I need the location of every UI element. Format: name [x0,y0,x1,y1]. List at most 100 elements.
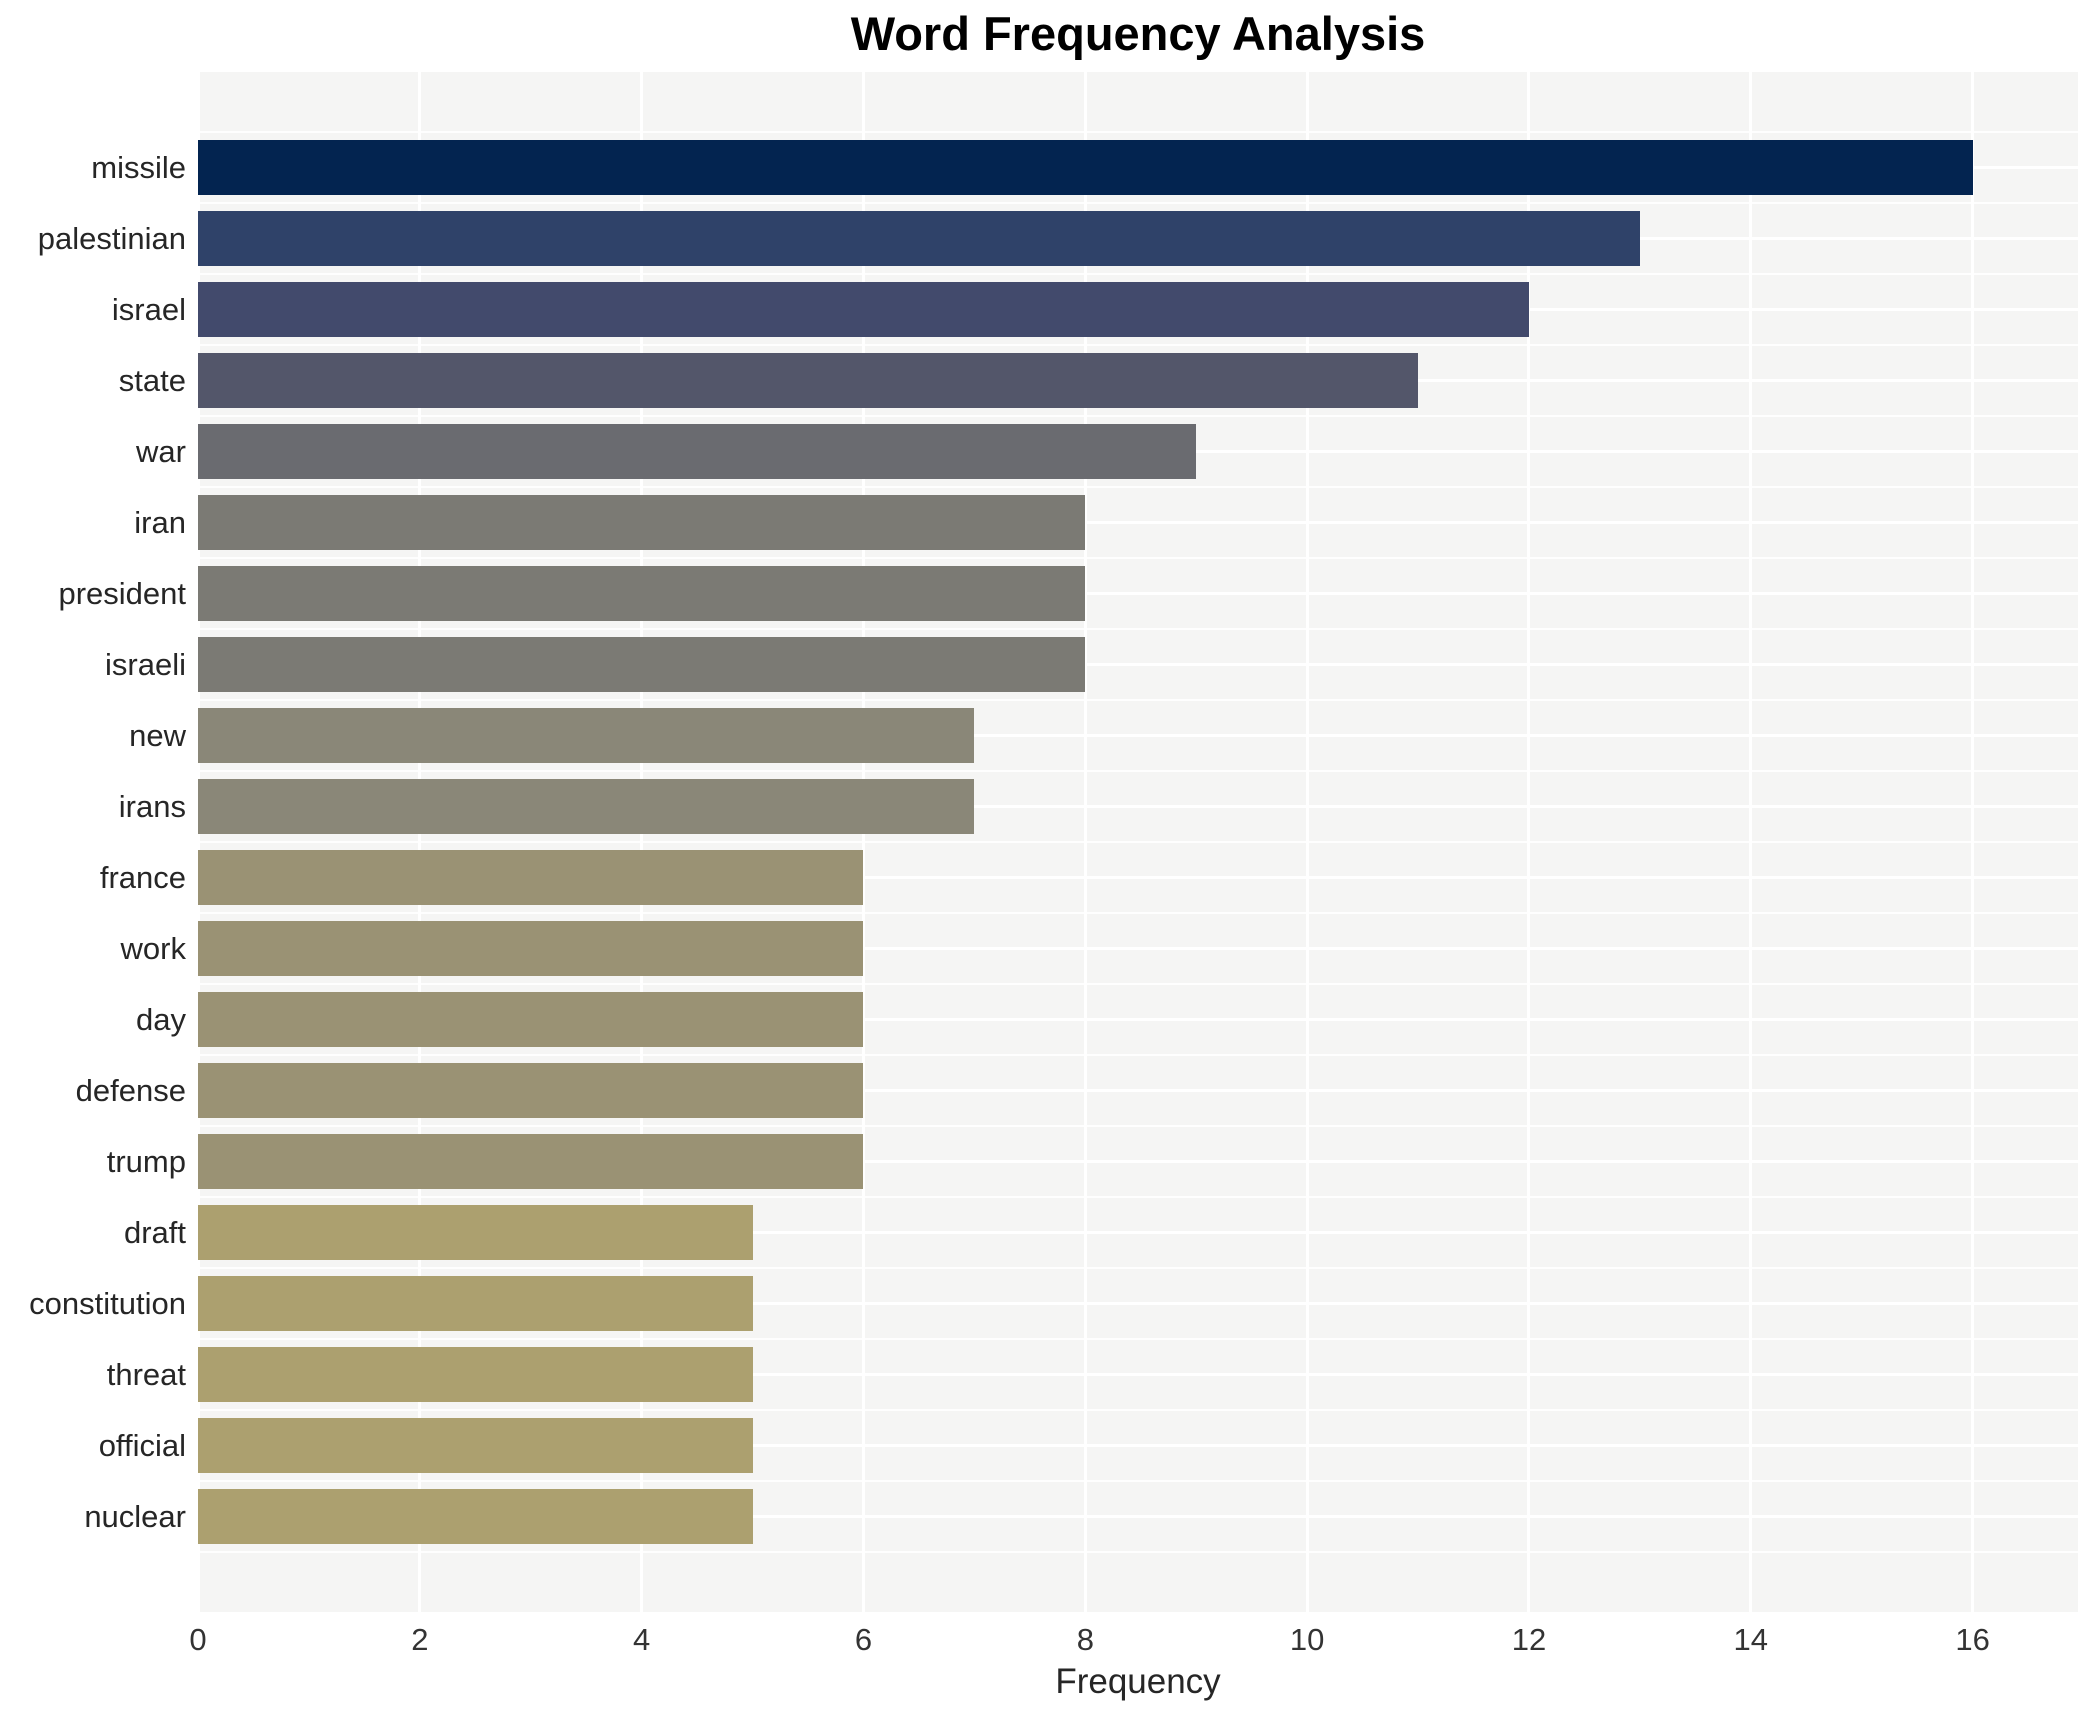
y-tick-label-new: new [129,718,186,753]
horizontal-gridline [198,1373,2078,1376]
y-tick-label-draft: draft [123,1215,186,1250]
horizontal-gridline [198,699,2078,701]
bar-row-day: day [136,984,2078,1055]
horizontal-gridline [198,947,2078,950]
horizontal-gridline [198,1480,2078,1482]
bar-official [198,1418,753,1473]
bar-threat [198,1347,753,1402]
horizontal-gridline [198,770,2078,772]
y-tick-label-official: official [98,1428,186,1463]
plot-area: missile palestinian israel state war iran pres… [29,72,2078,1612]
bar-constitution [198,1276,753,1331]
horizontal-gridline [198,1267,2078,1269]
bar-war [198,424,1197,479]
bar-draft [198,1205,753,1260]
horizontal-gridline [198,663,2078,666]
y-tick-label-israel: israel [111,292,186,327]
y-tick-label-iran: iran [134,505,186,540]
horizontal-gridline [198,841,2078,843]
bar-row-work: work [121,913,2078,984]
bar-row-france: france [100,842,2078,913]
bar-day [198,992,864,1047]
y-tick-label-trump: trump [106,1144,186,1179]
horizontal-gridline [198,131,2078,133]
bar-trump [198,1134,864,1189]
horizontal-gridline [198,344,2078,346]
y-tick-label-defense: defense [75,1073,186,1108]
bar-row-irans: irans [119,771,2078,842]
bar-row-trump: trump [107,1126,2078,1197]
horizontal-gridline [198,1089,2078,1092]
bar-defense [198,1063,864,1118]
bar-row-palestinian: palestinian [38,203,2078,274]
bar-new [198,708,975,763]
y-tick-label-nuclear: nuclear [84,1499,186,1534]
bar-france [198,850,864,905]
x-tick-label-2: 2 [411,1622,429,1657]
horizontal-gridline [198,1302,2078,1305]
horizontal-gridline [198,415,2078,417]
y-tick-label-constitution: constitution [29,1286,186,1321]
horizontal-gridline [198,876,2078,879]
bar-work [198,921,864,976]
x-tick-label-0: 0 [189,1622,207,1657]
bar-row-state: state [119,345,2078,416]
horizontal-gridline [198,1160,2078,1163]
horizontal-gridline [198,1125,2078,1127]
y-tick-label-work: work [120,931,186,966]
bar-row-constitution: constitution [29,1268,2078,1339]
horizontal-gridline [198,1515,2078,1518]
horizontal-gridline [198,1338,2078,1340]
bar-row-new: new [129,700,2078,771]
bar-row-threat: threat [107,1339,2078,1410]
horizontal-gridline [198,273,2078,275]
horizontal-gridline [198,486,2078,488]
horizontal-gridline [198,1231,2078,1234]
bar-row-defense: defense [76,1055,2078,1126]
horizontal-gridline [198,592,2078,595]
bar-nuclear [198,1489,753,1544]
bar-row-iran: iran [134,487,2078,558]
x-tick-label-6: 6 [854,1622,873,1657]
y-tick-label-day: day [136,1002,186,1037]
horizontal-gridline [198,805,2078,808]
bar-row-war: war [136,416,2078,487]
y-tick-label-missile: missile [91,150,186,185]
horizontal-gridline [198,557,2078,559]
y-tick-label-state: state [118,363,186,398]
bar-row-president: president [58,558,2078,629]
horizontal-gridline [198,628,2078,630]
bar-president [198,566,1086,621]
horizontal-gridline [198,1054,2078,1056]
x-tick-label-12: 12 [1511,1622,1547,1657]
horizontal-gridline [198,521,2078,524]
horizontal-gridline [198,1018,2078,1021]
horizontal-gridline [198,734,2078,737]
bar-israeli [198,637,1086,692]
y-tick-label-threat: threat [106,1357,186,1392]
y-tick-label-israeli: israeli [105,647,186,682]
chart-title: Word Frequency Analysis [850,7,1426,60]
y-tick-label-irans: irans [118,789,186,824]
bar-row-missile: missile [91,132,2078,203]
bar-state [198,353,1419,408]
x-tick-label-10: 10 [1289,1622,1325,1657]
y-tick-label-france: france [99,860,186,895]
horizontal-gridline [198,1196,2078,1198]
horizontal-gridline [198,202,2078,204]
horizontal-gridline [198,912,2078,914]
x-tick-label-16: 16 [1955,1622,1990,1657]
y-tick-label-war: war [136,434,186,469]
bar-missile [198,140,1973,195]
horizontal-gridline [198,1409,2078,1411]
horizontal-gridline [198,1444,2078,1447]
bar-iran [198,495,1086,550]
bar-row-israel: israel [112,274,2078,345]
y-tick-label-president: president [58,576,186,611]
bar-row-official: official [99,1410,2078,1481]
y-tick-label-palestinian: palestinian [37,221,186,256]
x-tick-label-4: 4 [633,1622,651,1657]
bar-israel [198,282,1529,337]
x-tick-label-8: 8 [1076,1622,1094,1657]
